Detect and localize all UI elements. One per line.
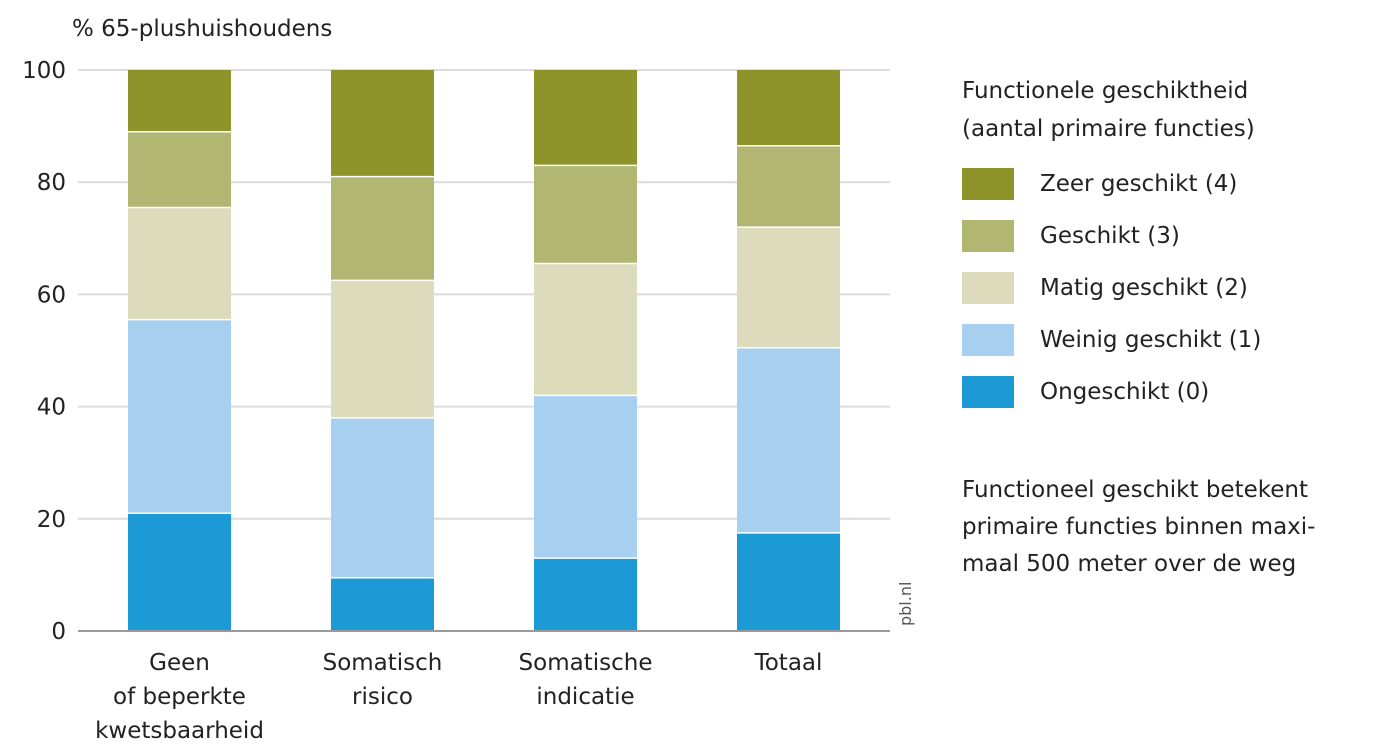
bar-segment: [737, 145, 840, 228]
bar-segment: [128, 207, 231, 320]
note-line: Functioneel geschikt betekent: [962, 477, 1308, 503]
bar-segment: [534, 263, 637, 396]
bar-segment: [534, 165, 637, 264]
bar-segment: [331, 176, 434, 281]
x-tick-label: Totaal: [754, 650, 823, 676]
legend-item-ongeschikt: Ongeschikt (0): [962, 366, 1261, 418]
note-line: maal 500 meter over de weg: [962, 551, 1297, 577]
bar-segment: [331, 417, 434, 578]
bar-segment: [737, 532, 840, 631]
chart-note: Functioneel geschikt betekent primaire f…: [962, 472, 1382, 583]
bar-segment: [128, 319, 231, 514]
legend-label: Weinig geschikt (1): [1040, 327, 1262, 353]
y-tick-label: 80: [37, 170, 66, 196]
bar-segment: [534, 70, 637, 166]
bar-segment: [128, 70, 231, 132]
bar-segment: [331, 280, 434, 418]
legend-item-matig-geschikt: Matig geschikt (2): [962, 262, 1261, 314]
legend-swatch: [962, 272, 1014, 304]
legend-swatch: [962, 220, 1014, 252]
x-tick-label: Somatisch risico: [323, 650, 443, 710]
legend-title-line: Functionele geschiktheid: [962, 78, 1249, 104]
legend-title-line: (aantal primaire functies): [962, 116, 1255, 142]
legend-label: Ongeschikt (0): [1040, 379, 1210, 405]
legend-item-geschikt: Geschikt (3): [962, 210, 1261, 262]
bar-segment: [128, 131, 231, 208]
bar-segment: [737, 70, 840, 146]
y-tick-label: 0: [51, 619, 66, 645]
bar-segment: [534, 558, 637, 631]
legend-label: Matig geschikt (2): [1040, 275, 1248, 301]
legend-swatch: [962, 376, 1014, 408]
y-tick-label: 40: [37, 395, 66, 421]
legend-title: Functionele geschiktheid (aantal primair…: [962, 72, 1261, 148]
bar-segment: [737, 227, 840, 348]
legend-swatch: [962, 324, 1014, 356]
legend: Functionele geschiktheid (aantal primair…: [962, 72, 1261, 418]
source-label: pbl.nl: [896, 581, 915, 626]
legend-label: Geschikt (3): [1040, 223, 1180, 249]
bar-segment: [737, 347, 840, 533]
legend-item-zeer-geschikt: Zeer geschikt (4): [962, 158, 1261, 210]
y-tick-label: 60: [37, 282, 66, 308]
bar-segment: [331, 577, 434, 631]
x-tick-label: Geen of beperkte kwetsbaarheid: [95, 650, 264, 744]
bar-segment: [128, 513, 231, 631]
bar-segment: [331, 70, 434, 177]
x-tick-label: Somatische indicatie: [519, 650, 653, 710]
note-line: primaire functies binnen maxi-: [962, 514, 1316, 540]
legend-item-weinig-geschikt: Weinig geschikt (1): [962, 314, 1261, 366]
legend-label: Zeer geschikt (4): [1040, 171, 1238, 197]
y-tick-label: 20: [37, 507, 66, 533]
y-axis-label: % 65-plushuishoudens: [72, 16, 333, 42]
legend-swatch: [962, 168, 1014, 200]
y-tick-label: 100: [22, 58, 66, 84]
bar-segment: [534, 395, 637, 559]
